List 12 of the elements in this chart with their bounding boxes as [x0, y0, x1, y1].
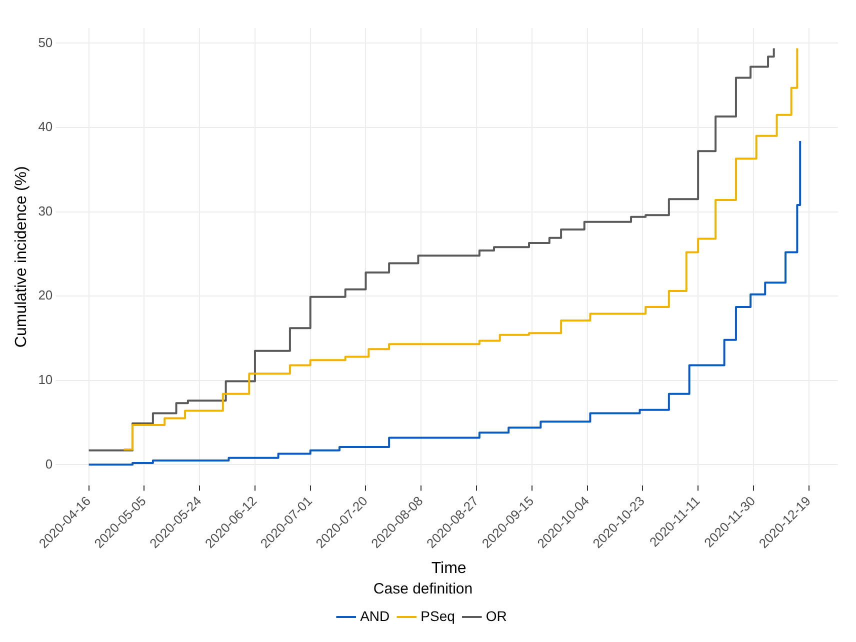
y-tick-label: 20 [38, 288, 53, 303]
legend-label: AND [360, 608, 390, 624]
x-axis-title: Time [431, 560, 466, 577]
y-tick-label: 40 [38, 119, 53, 134]
legend-title: Case definition [373, 580, 473, 598]
y-tick-label: 50 [38, 34, 53, 50]
y-axis-title: Cumulative incidence (%) [13, 166, 30, 348]
legend-label: PSeq [420, 608, 455, 624]
y-tick-label: 0 [45, 456, 53, 472]
legend-label: OR [486, 608, 507, 624]
y-tick-label: 30 [38, 203, 53, 218]
y-tick-label: 10 [38, 372, 53, 387]
